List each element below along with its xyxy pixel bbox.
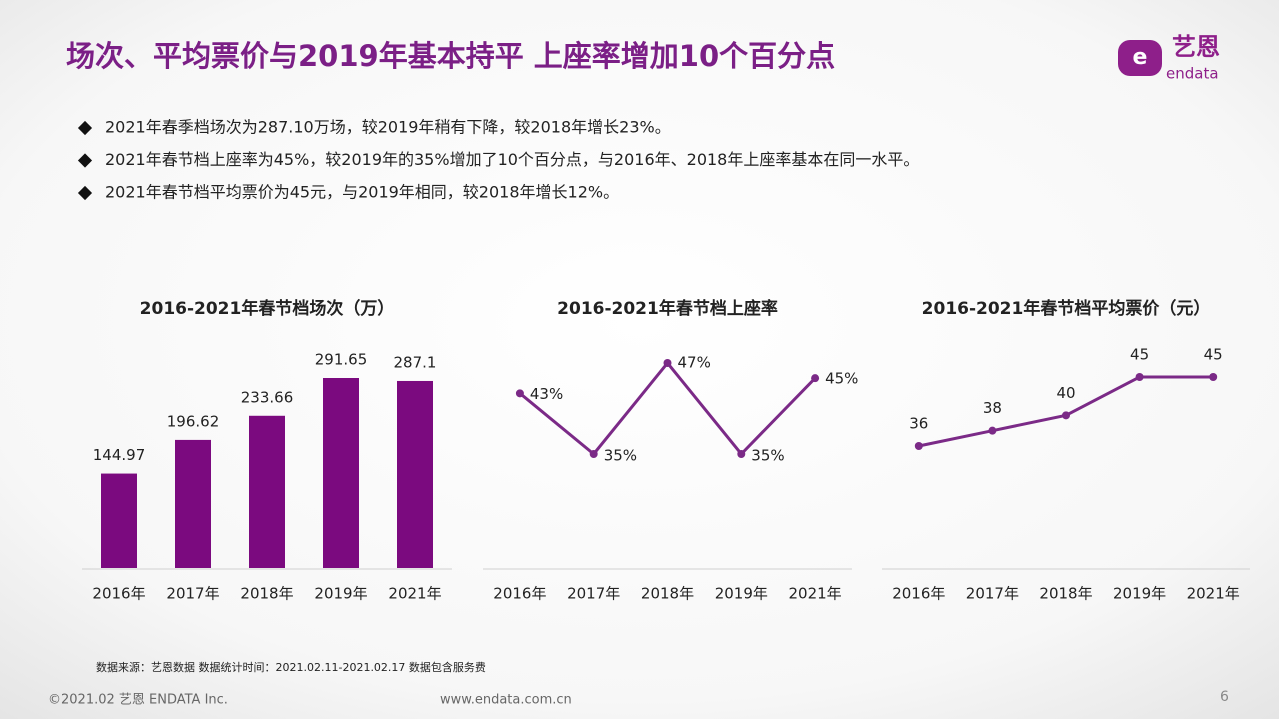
source-note: 数据来源：艺恩数据 数据统计时间：2021.02.11-2021.02.17 数… [96, 660, 486, 674]
data-label: 36 [909, 415, 928, 433]
bullet-text: 2021年春节档平均票价为45元，与2019年相同，较2018年增长12%。 [105, 183, 619, 202]
copyright: ©2021.02 艺恩 ENDATA Inc. [48, 693, 228, 708]
point [1209, 373, 1218, 381]
data-label: 45% [825, 370, 858, 388]
point [589, 450, 598, 458]
data-label: 38 [983, 399, 1002, 417]
data-label: 287.1 [394, 353, 437, 371]
point [515, 389, 524, 398]
page-number: 6 [1220, 689, 1229, 705]
data-label: 35% [751, 447, 784, 465]
point [1062, 411, 1070, 420]
data-label: 144.97 [93, 446, 146, 464]
x-tick-label: 2019年 [314, 585, 367, 603]
x-tick-label: 2017年 [567, 585, 620, 603]
bar [323, 378, 359, 568]
point [1135, 373, 1144, 381]
logo-mark: e [1133, 45, 1148, 70]
data-label: 40 [1056, 384, 1075, 402]
point [663, 359, 672, 367]
chart-title: 2016-2021年春节档平均票价（元） [922, 298, 1211, 319]
chart-title: 2016-2021年春节档上座率 [557, 298, 778, 319]
bar [249, 415, 285, 568]
point [914, 442, 923, 450]
x-tick-label: 2016年 [92, 585, 145, 603]
logo-icon [1118, 40, 1162, 76]
website: www.endata.com.cn [440, 693, 572, 708]
logo: e 艺恩 endata [1118, 33, 1220, 83]
data-label: 291.65 [315, 351, 368, 369]
bullet-text: 2021年春节档上座率为45%，较2019年的35%增加了10个百分点，与201… [105, 150, 919, 169]
x-tick-label: 2021年 [789, 585, 842, 603]
x-tick-label: 2017年 [966, 585, 1019, 603]
x-tick-label: 2019年 [715, 585, 768, 603]
bar [397, 380, 433, 568]
x-tick-label: 2016年 [493, 585, 546, 603]
bar [101, 473, 137, 568]
x-tick-label: 2017年 [166, 585, 219, 603]
data-label: 35% [604, 447, 637, 465]
logo-en: endata [1166, 65, 1219, 83]
data-label: 43% [530, 385, 563, 403]
x-tick-label: 2021年 [388, 585, 441, 603]
x-tick-label: 2019年 [1113, 585, 1166, 603]
x-tick-label: 2016年 [892, 585, 945, 603]
point [811, 374, 820, 383]
data-label: 196.62 [167, 412, 220, 430]
data-label: 45 [1204, 346, 1223, 364]
bar [175, 439, 211, 568]
slide-title: 场次、平均票价与2019年基本持平 上座率增加10个百分点 [66, 39, 835, 73]
x-tick-label: 2021年 [1187, 585, 1240, 603]
logo-cn: 艺恩 [1172, 33, 1220, 61]
x-tick-label: 2018年 [641, 585, 694, 603]
data-label: 47% [678, 354, 711, 372]
x-tick-label: 2018年 [1039, 585, 1092, 603]
bullet-text: 2021年春季档场次为287.10万场，较2019年稍有下降，较2018年增长2… [105, 118, 671, 137]
data-label: 45 [1130, 346, 1149, 364]
data-label: 233.66 [241, 388, 294, 406]
point [988, 426, 997, 435]
chart-title: 2016-2021年春节档场次（万） [140, 298, 395, 319]
point [737, 450, 746, 458]
x-tick-label: 2018年 [240, 585, 293, 603]
